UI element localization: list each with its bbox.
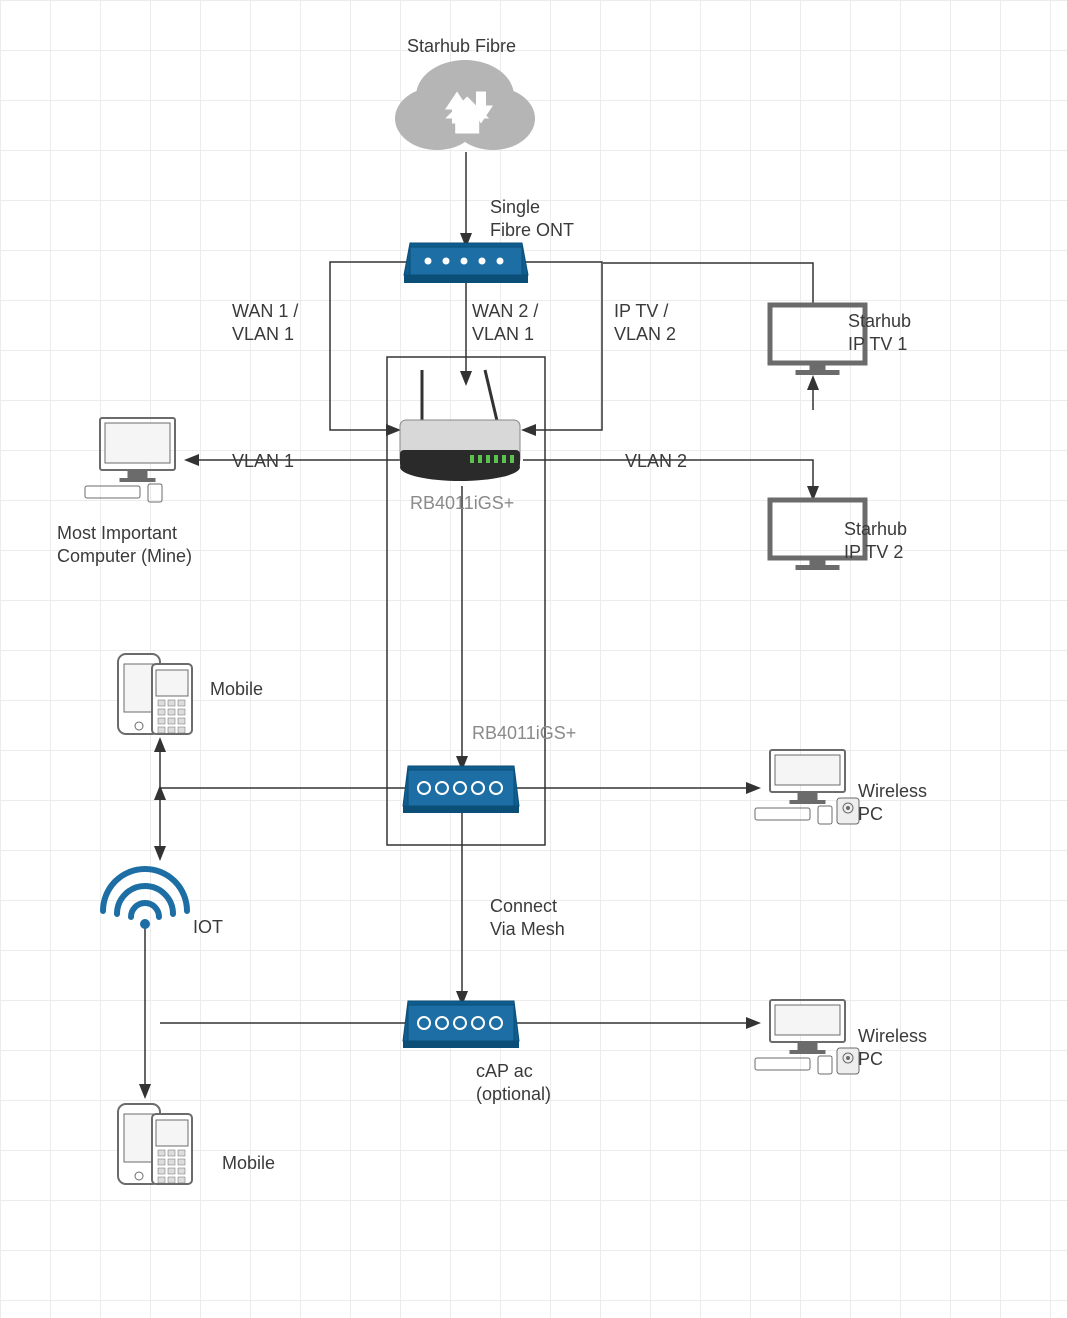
label-starhub_fibre: Starhub Fibre bbox=[407, 35, 516, 58]
label-mobile1: Mobile bbox=[210, 678, 263, 701]
label-connect_mesh: Connect Via Mesh bbox=[490, 895, 565, 940]
label-vlan2: VLAN 2 bbox=[625, 450, 687, 473]
label-mobile2: Mobile bbox=[222, 1152, 275, 1175]
label-wan2: WAN 2 / VLAN 1 bbox=[472, 300, 538, 345]
label-wan1: WAN 1 / VLAN 1 bbox=[232, 300, 298, 345]
label-wireless_pc1: Wireless PC bbox=[858, 780, 927, 825]
label-iptv2: Starhub IP TV 2 bbox=[844, 518, 907, 563]
label-wireless_pc2: Wireless PC bbox=[858, 1025, 927, 1070]
label-router1: RB4011iGS+ bbox=[410, 492, 514, 515]
label-iptv_vlan: IP TV / VLAN 2 bbox=[614, 300, 676, 345]
label-most_important: Most Important Computer (Mine) bbox=[57, 522, 192, 567]
label-iot: IOT bbox=[193, 916, 223, 939]
label-vlan1: VLAN 1 bbox=[232, 450, 294, 473]
label-single_ont: Single Fibre ONT bbox=[490, 196, 574, 241]
diagram-canvas: Starhub Fibre Single Fibre ONT WAN 1 / VLA… bbox=[0, 0, 1067, 1318]
label-router2: RB4011iGS+ bbox=[472, 722, 576, 745]
label-iptv1: Starhub IP TV 1 bbox=[848, 310, 911, 355]
label-cap_ac: cAP ac (optional) bbox=[476, 1060, 551, 1105]
